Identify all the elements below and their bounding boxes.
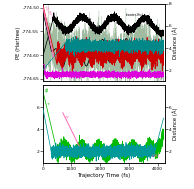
Text: $\phi$: $\phi$	[43, 86, 49, 95]
Y-axis label: PE (Hartree): PE (Hartree)	[16, 26, 21, 59]
Text: $\tau$: $\tau$	[46, 101, 51, 107]
Text: rOH2: rOH2	[152, 154, 160, 158]
Y-axis label: Distance (Å): Distance (Å)	[172, 108, 178, 140]
Text: $\tau_\gamma$: $\tau_\gamma$	[64, 114, 70, 122]
Text: r(water-His): r(water-His)	[126, 13, 144, 17]
X-axis label: Trajectory Time (fs): Trajectory Time (fs)	[77, 174, 130, 178]
Text: rO-O': rO-O'	[89, 75, 97, 79]
Text: r(O-He): r(O-He)	[43, 5, 54, 18]
Y-axis label: Distance (Å): Distance (Å)	[172, 26, 178, 59]
